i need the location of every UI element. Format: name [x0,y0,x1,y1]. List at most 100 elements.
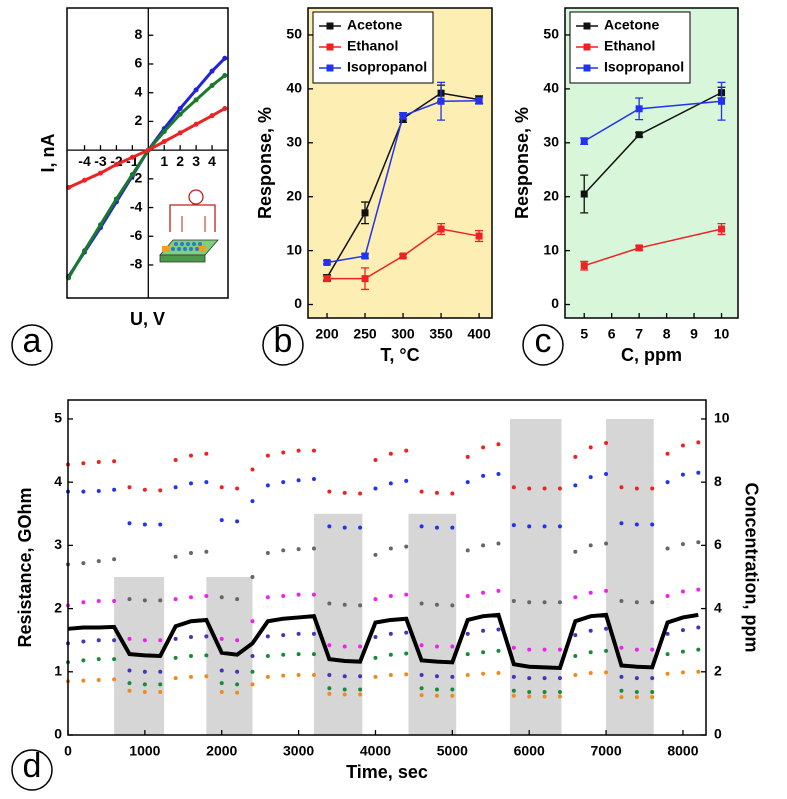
marker [542,524,547,529]
marker [511,688,516,693]
marker [465,548,470,553]
marker [204,653,209,658]
marker [358,525,363,530]
marker [588,628,593,633]
marker [419,524,424,529]
marker [173,554,178,559]
marker [680,670,685,675]
panel-label: b [274,322,293,360]
marker [373,674,378,679]
legend-marker [583,64,591,72]
y-tick-label: 4 [135,83,143,99]
y-tick-label: 40 [543,80,559,96]
marker [696,540,701,545]
plot-frame [307,7,493,319]
marker [177,105,183,111]
marker [542,676,547,681]
marker [209,113,215,119]
marker [388,672,393,677]
marker [235,682,240,687]
marker [665,631,670,636]
marker [204,549,209,554]
marker [650,695,655,700]
marker [112,487,117,492]
marker [127,485,132,490]
x-tick-label: 5 [580,326,588,342]
marker [358,491,363,496]
marker [399,112,407,120]
marker [634,690,639,695]
legend-marker [326,43,334,51]
y-tick-label: -8 [130,256,143,272]
marker [481,445,486,450]
legend-label: Isopropanol [347,59,427,75]
x-tick-label: 1000 [129,743,160,759]
marker [81,561,86,566]
marker [635,131,643,139]
marker [161,128,167,134]
marker [327,601,332,606]
marker [580,262,588,270]
marker [573,595,578,600]
x-tick-label: 1 [160,153,168,169]
x-axis-label: C, ppm [621,345,682,365]
marker [281,480,286,485]
marker [112,459,117,464]
marker [361,275,369,283]
marker [235,669,240,674]
marker [327,524,332,529]
marker [696,625,701,630]
x-tick-label: 350 [429,326,453,342]
marker [665,671,670,676]
marker [82,248,88,254]
marker [619,485,624,490]
exposure-band [606,418,654,735]
marker [373,635,378,640]
marker [142,682,147,687]
marker [161,139,167,145]
marker [235,597,240,602]
marker [373,597,378,602]
marker [696,669,701,674]
marker [204,480,209,485]
marker [496,471,501,476]
marker [193,87,199,93]
marker [634,600,639,605]
marker [511,645,516,650]
marker [511,674,516,679]
marker [250,574,255,579]
marker [358,644,363,649]
marker [112,677,117,682]
marker [311,592,316,597]
marker [265,634,270,639]
marker [604,626,609,631]
plot-frame [564,7,739,319]
marker [281,633,286,638]
y-axis-label: Response, % [512,107,532,219]
marker [573,549,578,554]
marker [96,459,101,464]
marker [434,525,439,530]
y-axis-label: Resistance, GOhm [15,487,35,647]
marker [465,672,470,677]
marker [450,525,455,530]
marker [145,147,151,153]
y-axis-label: I, nA [38,134,58,173]
marker [265,653,270,658]
marker [619,521,624,526]
marker [404,630,409,635]
marker [250,682,255,687]
marker [419,643,424,648]
marker [419,672,424,677]
marker [158,690,163,695]
marker [281,673,286,678]
marker [665,451,670,456]
x-tick-label: 6000 [514,743,545,759]
marker [588,445,593,450]
marker [373,486,378,491]
marker [265,483,270,488]
marker [96,638,101,643]
marker [557,524,562,529]
exposure-band [313,513,363,735]
